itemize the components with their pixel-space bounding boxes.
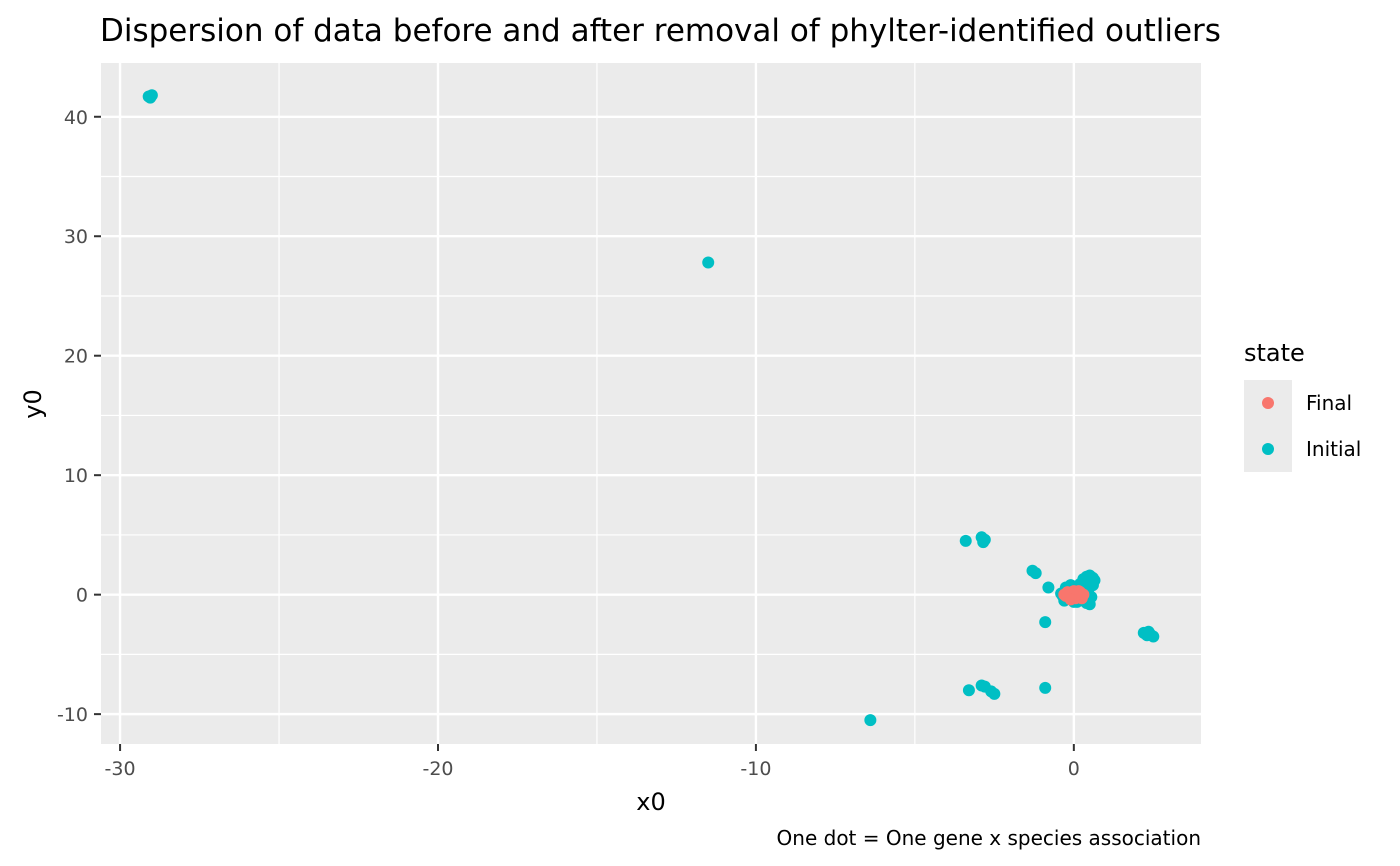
y-tick-label: 40	[64, 107, 88, 129]
y-tick-label: 20	[64, 346, 88, 368]
point-initial	[959, 534, 972, 547]
point-initial	[1042, 581, 1055, 594]
y-tick-label: 0	[76, 585, 88, 607]
x-tick-label: -10	[740, 758, 771, 780]
point-initial	[1039, 681, 1052, 694]
x-tick-label: 0	[1068, 758, 1080, 780]
point-initial	[1039, 616, 1052, 629]
x-axis-title: x0	[636, 788, 665, 816]
x-tick-label: -20	[422, 758, 453, 780]
y-axis: -10 0 10 20 30 40	[57, 107, 101, 726]
plot-panel	[101, 63, 1201, 744]
point-initial	[1029, 567, 1042, 580]
chart-caption: One dot = One gene x species association	[777, 826, 1201, 850]
legend-title: state	[1244, 339, 1305, 367]
point-initial	[864, 714, 877, 727]
point-initial	[702, 256, 715, 269]
x-tick-label: -30	[105, 758, 136, 780]
point-initial	[977, 536, 990, 549]
point-initial	[1086, 579, 1099, 592]
point-initial	[962, 684, 975, 697]
point-final	[1064, 593, 1077, 606]
grid-major	[101, 63, 1201, 744]
y-axis-title: y0	[19, 389, 47, 418]
chart-title: Dispersion of data before and after remo…	[100, 13, 1221, 49]
legend: state Final Initial	[1244, 339, 1361, 472]
y-tick-label: 30	[64, 226, 88, 248]
point-initial	[144, 91, 157, 104]
x-axis: -30 -20 -10 0	[105, 744, 1080, 780]
grid-minor	[101, 63, 1201, 744]
legend-label-final: Final	[1306, 391, 1352, 415]
point-initial	[988, 687, 1001, 700]
legend-swatch-initial	[1262, 443, 1274, 455]
point-final	[1077, 588, 1090, 601]
legend-label-initial: Initial	[1306, 437, 1361, 461]
legend-swatch-final	[1262, 397, 1274, 409]
y-tick-label: -10	[57, 704, 88, 726]
y-tick-label: 10	[64, 465, 88, 487]
point-initial	[1142, 625, 1155, 638]
series-final	[1058, 585, 1090, 606]
